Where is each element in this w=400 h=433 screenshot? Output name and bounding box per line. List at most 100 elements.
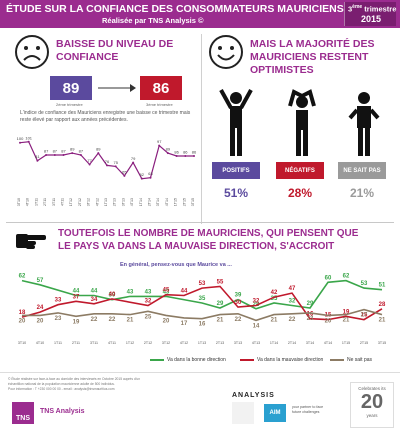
gray-value-label: 21 bbox=[379, 318, 386, 324]
anniversary-badge: Celebrates its 20 years bbox=[350, 382, 394, 428]
confidence-x-tick: 2T12 bbox=[78, 198, 82, 206]
red-value-label: 33 bbox=[55, 298, 62, 304]
red-value-label: 32 bbox=[145, 298, 152, 304]
confidence-x-tick: 2T14 bbox=[148, 198, 152, 206]
confidence-x-tick: 3T14 bbox=[156, 198, 160, 206]
confidence-point bbox=[132, 161, 135, 164]
footer-notes: © Étude réalisée sur face-à-face au domi… bbox=[8, 377, 141, 391]
current-index-box: 86 bbox=[140, 76, 182, 100]
gray-value-label: 19 bbox=[73, 319, 80, 325]
green-value-label: 44 bbox=[91, 289, 98, 295]
positive-person-icon bbox=[219, 89, 253, 156]
confidence-value-label: 100 bbox=[17, 136, 24, 141]
confidence-value-label: 89 bbox=[166, 147, 171, 152]
direction-x-tick: 4T12 bbox=[180, 341, 188, 345]
gray-series-line bbox=[22, 308, 383, 322]
green-value-label: 44 bbox=[73, 289, 80, 295]
confidence-point bbox=[45, 154, 48, 157]
pointing-hand-icon bbox=[16, 234, 46, 249]
green-value-label: 29 bbox=[307, 301, 314, 307]
confidence-value-label: 89 bbox=[70, 147, 75, 152]
confidence-point bbox=[27, 140, 30, 143]
quarter-year: 2015 bbox=[361, 14, 382, 24]
red-value-label: 19 bbox=[343, 309, 350, 315]
confidence-point bbox=[184, 154, 187, 157]
gray-value-label: 21 bbox=[271, 318, 278, 324]
red-value-label: 30 bbox=[235, 300, 242, 306]
green-value-label: 35 bbox=[271, 296, 278, 302]
header-banner: ÉTUDE SUR LA CONFIANCE DES CONSOMMATEURS… bbox=[0, 0, 400, 28]
red-value-label: 55 bbox=[217, 279, 224, 285]
quarter-badge: 3ème trimestre 2015 bbox=[344, 2, 396, 26]
gray-value-label: 21 bbox=[343, 318, 350, 324]
green-value-label: 51 bbox=[379, 283, 386, 289]
anniversary-number: 20 bbox=[360, 391, 384, 413]
gray-value-label: 23 bbox=[307, 316, 314, 322]
confidence-point bbox=[193, 154, 195, 157]
confidence-x-tick: 4T12 bbox=[95, 198, 99, 206]
gray-value-label: 22 bbox=[91, 317, 98, 323]
red-value-label: 47 bbox=[289, 286, 296, 292]
green-value-label: 39 bbox=[109, 293, 116, 299]
confidence-x-tick: 1T12 bbox=[69, 198, 73, 206]
green-value-label: 60 bbox=[325, 275, 332, 281]
confidence-value-label: 87 bbox=[44, 149, 49, 154]
red-value-label: 37 bbox=[73, 294, 80, 300]
direction-x-tick: 3T15 bbox=[378, 341, 386, 345]
green-value-label: 53 bbox=[361, 281, 368, 287]
confidence-point bbox=[166, 152, 169, 155]
previous-index-caption: 2ème trimestre bbox=[56, 102, 83, 107]
confidence-x-tick: 4T14 bbox=[165, 198, 169, 206]
gray-value-label: 20 bbox=[325, 318, 332, 324]
confidence-point bbox=[79, 154, 82, 157]
gray-value-label: 14 bbox=[253, 323, 260, 329]
red-value-label: 16 bbox=[307, 312, 314, 318]
red-value-label: 28 bbox=[379, 302, 386, 308]
confidence-paragraph: L'indice de confiance des Mauriciens enr… bbox=[20, 110, 191, 123]
unknown-label: NE SAIT PAS bbox=[338, 162, 386, 179]
direction-x-tick: 3T10 bbox=[18, 341, 26, 345]
negative-percent: 28% bbox=[287, 186, 313, 200]
green-value-label: 62 bbox=[343, 274, 350, 280]
confidence-value-label: 87 bbox=[79, 149, 84, 154]
confidence-value-label: 81 bbox=[35, 154, 40, 159]
direction-x-tick: 2T15 bbox=[360, 341, 368, 345]
gray-value-label: 16 bbox=[199, 322, 206, 328]
confidence-point bbox=[88, 163, 91, 166]
confidence-point bbox=[149, 176, 152, 179]
red-value-label: 18 bbox=[19, 310, 26, 316]
chart-question: En général, pensez-vous que Maurice va .… bbox=[120, 262, 232, 268]
gray-value-label: 22 bbox=[289, 317, 296, 323]
direction-x-tick: 1T15 bbox=[342, 341, 350, 345]
confidence-value-label: 62 bbox=[140, 172, 145, 177]
confidence-value-label: 87 bbox=[61, 149, 66, 154]
arrow-right-icon bbox=[98, 84, 136, 92]
confidence-x-tick: 2T15 bbox=[182, 198, 186, 206]
current-index-caption: 3ème trimestre bbox=[146, 102, 173, 107]
confidence-point bbox=[71, 152, 74, 155]
direction-x-tick: 1T14 bbox=[270, 341, 278, 345]
tns-logo: TNS bbox=[12, 402, 34, 424]
gray-value-label: 27 bbox=[361, 313, 368, 319]
red-value-label: 34 bbox=[91, 297, 98, 303]
positive-percent: 51% bbox=[223, 186, 249, 200]
confidence-value-label: 76 bbox=[105, 159, 110, 164]
confidence-value-label: 77 bbox=[87, 158, 92, 163]
confidence-x-tick: 1T15 bbox=[174, 198, 178, 206]
company-name: TNS Analysis bbox=[40, 408, 85, 415]
gray-value-label: 20 bbox=[19, 318, 26, 324]
undecided-person-icon bbox=[348, 92, 380, 156]
direction-x-tick: 3T13 bbox=[234, 341, 242, 345]
direction-x-tick: 2T11 bbox=[72, 341, 80, 345]
confidence-x-tick: 2T11 bbox=[43, 198, 47, 206]
left-headline: BAISSE DU NIVEAU DE CONFIANCE bbox=[56, 38, 174, 63]
red-value-label: 53 bbox=[199, 281, 206, 287]
smiley-face-icon bbox=[209, 35, 243, 69]
confidence-point bbox=[19, 141, 21, 144]
panel-divider bbox=[201, 34, 202, 224]
unknown-percent: 21% bbox=[349, 186, 375, 200]
red-value-label: 32 bbox=[253, 298, 260, 304]
confidence-x-tick: 2T13 bbox=[113, 198, 117, 206]
confidence-point bbox=[97, 152, 100, 155]
